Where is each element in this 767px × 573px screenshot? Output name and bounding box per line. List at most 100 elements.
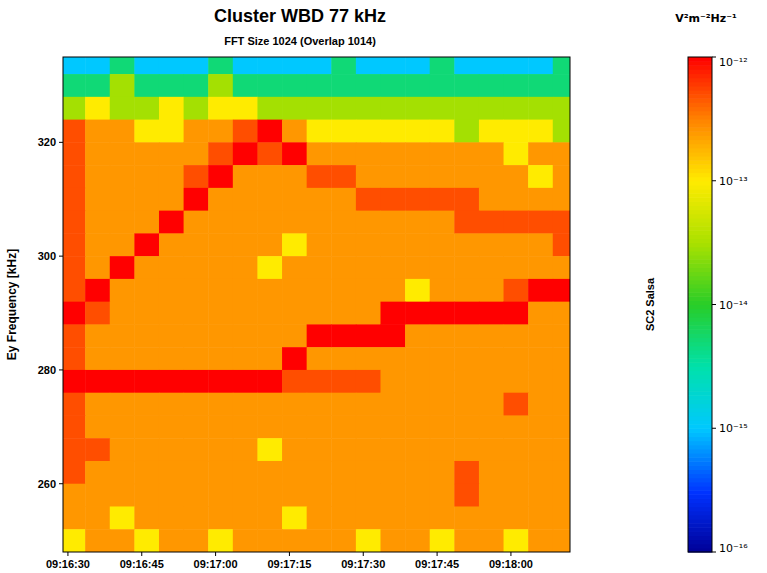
cell (553, 279, 570, 302)
cell (63, 461, 86, 484)
cell (184, 438, 209, 461)
cell (405, 97, 430, 120)
cell (282, 233, 307, 256)
colorbar-strip (688, 437, 712, 442)
cell (454, 165, 479, 188)
colorbar-strip (688, 346, 712, 351)
colorbar-strip (688, 94, 712, 99)
cell (553, 461, 570, 484)
cell (504, 461, 529, 484)
colorbar-frame (688, 57, 712, 552)
cell (159, 415, 184, 438)
cell (380, 97, 405, 120)
cell (553, 415, 570, 438)
cell (430, 393, 455, 416)
cell (257, 279, 282, 302)
cell (356, 415, 381, 438)
colorbar-strip (688, 404, 712, 409)
cell (528, 188, 553, 211)
cell (257, 57, 282, 75)
cell (257, 74, 282, 97)
colorbar-tick-label: 10⁻¹⁶ (719, 542, 748, 555)
colorbar-strip (688, 420, 712, 425)
cell (380, 484, 405, 507)
cell (63, 188, 86, 211)
cell (63, 393, 86, 416)
cell (479, 438, 504, 461)
cell (307, 506, 332, 529)
cell (208, 256, 233, 279)
cell (134, 233, 159, 256)
cell (208, 211, 233, 234)
cell (479, 211, 504, 234)
colorbar-strip (688, 222, 712, 227)
cell (134, 370, 159, 393)
colorbar-strip (688, 366, 712, 371)
cell (479, 279, 504, 302)
cell (307, 347, 332, 370)
cell (528, 233, 553, 256)
cell (233, 324, 258, 347)
cell (479, 302, 504, 325)
y-tick (59, 256, 63, 257)
cell (331, 74, 356, 97)
colorbar-strip (688, 544, 712, 549)
cell (257, 256, 282, 279)
cell (307, 120, 332, 143)
cell (405, 529, 430, 552)
colorbar-strip (688, 193, 712, 198)
colorbar-strip (688, 102, 712, 107)
cell (307, 324, 332, 347)
x-tick (215, 552, 216, 556)
cell (233, 529, 258, 552)
cell (134, 120, 159, 143)
cell (85, 506, 110, 529)
colorbar-strip (688, 259, 712, 264)
cells (63, 57, 570, 552)
cell (110, 461, 135, 484)
cell (208, 302, 233, 325)
colorbar-strip (688, 206, 712, 211)
colorbar-tick (712, 552, 716, 553)
colorbar-strip (688, 218, 712, 223)
cell (257, 188, 282, 211)
cell (110, 57, 135, 75)
colorbar-strip (688, 296, 712, 301)
cell (159, 324, 184, 347)
cell (134, 415, 159, 438)
colorbar-strip (688, 144, 712, 149)
cell (159, 347, 184, 370)
colorbar-strip (688, 503, 712, 508)
colorbar-strip (688, 164, 712, 169)
cell (430, 233, 455, 256)
cell (331, 324, 356, 347)
colorbar-strip (688, 490, 712, 495)
cell (159, 484, 184, 507)
colorbar-unit: V²m⁻²Hz⁻¹ (675, 12, 737, 25)
x-tick (289, 552, 290, 556)
cell (380, 438, 405, 461)
cell (430, 415, 455, 438)
cell (528, 279, 553, 302)
cell (504, 120, 529, 143)
cell (405, 74, 430, 97)
cell (479, 415, 504, 438)
cell (380, 529, 405, 552)
colorbar-strip (688, 61, 712, 66)
y-tick (59, 369, 63, 370)
cell (528, 370, 553, 393)
cell (63, 506, 86, 529)
cell (184, 529, 209, 552)
colorbar-tick (712, 428, 716, 429)
cell (233, 120, 258, 143)
cell (454, 233, 479, 256)
cell (504, 256, 529, 279)
cell (134, 347, 159, 370)
cell (184, 188, 209, 211)
cell (504, 347, 529, 370)
cell (454, 324, 479, 347)
cell (528, 165, 553, 188)
cell (504, 415, 529, 438)
cell (528, 120, 553, 143)
cell (331, 120, 356, 143)
